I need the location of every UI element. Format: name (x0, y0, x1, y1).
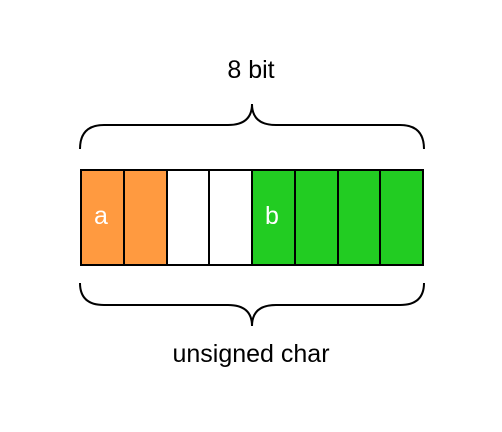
bit-row: a b (80, 169, 424, 266)
bit-cell-a (124, 171, 168, 264)
bit-cell-b (295, 171, 339, 264)
bit-cell-unused (210, 171, 253, 264)
field-a-label: a (94, 201, 108, 230)
bit-cell-b (338, 171, 382, 264)
bottom-label: unsigned char (172, 340, 330, 368)
field-b-label: b (265, 201, 279, 230)
top-brace (79, 103, 425, 150)
top-label: 8 bit (227, 56, 275, 84)
bit-cell-a: a (82, 171, 125, 264)
bit-cell-unused (167, 171, 211, 264)
bit-cell-b (381, 171, 422, 264)
bit-cell-b: b (253, 171, 296, 264)
bottom-brace (79, 282, 425, 327)
